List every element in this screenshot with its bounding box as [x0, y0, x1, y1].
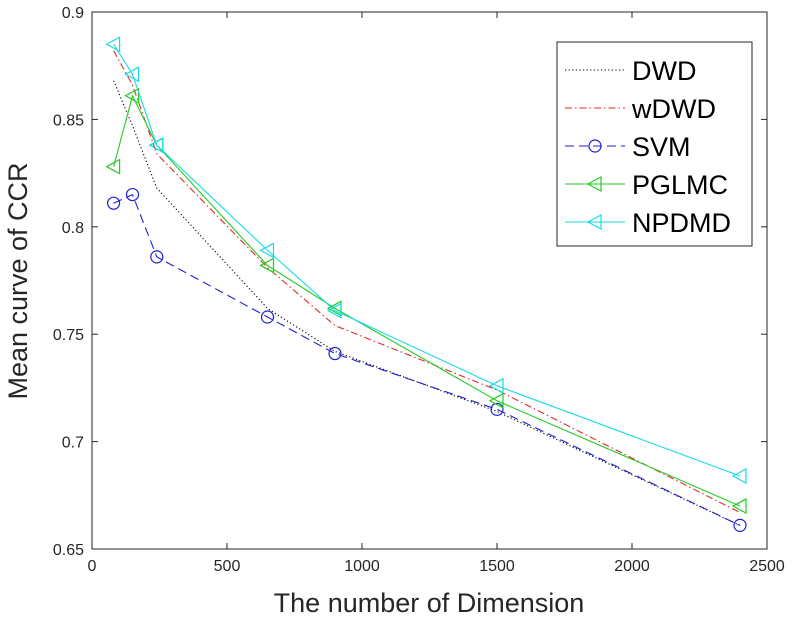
- legend-label-npdmd: NPDMD: [632, 208, 731, 238]
- data-point-npdmd: [326, 302, 342, 319]
- y-tick-label: 0.9: [62, 5, 84, 22]
- data-point-pglmc: [731, 498, 747, 515]
- data-point-svm: [125, 187, 140, 202]
- data-point-svm: [150, 250, 164, 264]
- legend-entry-wdwd: wDWD: [565, 94, 716, 124]
- x-tick-label: 1000: [344, 558, 380, 575]
- series-line-pglmc: [113, 94, 741, 507]
- data-point-svm: [260, 310, 275, 324]
- y-tick-label: 0.85: [53, 112, 84, 129]
- legend-marker-npdmd: [586, 213, 602, 231]
- series-line-wdwd: [113, 50, 741, 513]
- legend: DWD wDWD SVM PGLMC NPDMD: [556, 41, 753, 247]
- legend-entry-svm: SVM: [565, 132, 691, 162]
- x-tick-label: 2500: [749, 558, 785, 575]
- data-point-pglmc: [124, 87, 140, 104]
- data-point-svm: [328, 346, 342, 361]
- y-tick-label: 0.8: [62, 220, 84, 237]
- legend-marker-svm: [588, 139, 602, 153]
- data-point-npdmd: [488, 377, 504, 394]
- series-layer: [105, 36, 747, 532]
- x-tick-label: 500: [214, 558, 241, 575]
- legend-label-wdwd: wDWD: [631, 94, 716, 124]
- ticks-layer: 0 500 1000 1500 2000 2500 0.65 0.7 0.75 0.8 0.85 0.…: [53, 5, 785, 575]
- series-svm: [106, 187, 747, 532]
- data-point-npdmd: [124, 66, 140, 83]
- data-point-npdmd: [731, 467, 747, 484]
- series-line-svm: [113, 193, 741, 526]
- data-point-npdmd: [105, 36, 121, 53]
- y-tick-label: 0.75: [53, 327, 84, 344]
- series-wdwd: [113, 50, 741, 513]
- x-tick-label: 0: [88, 558, 97, 575]
- legend-entries: DWD wDWD SVM PGLMC NPDMD: [565, 56, 731, 238]
- legend-entry-npdmd: NPDMD: [565, 208, 731, 238]
- data-point-svm: [490, 402, 504, 416]
- x-tick-label: 2000: [614, 558, 650, 575]
- data-point-pglmc: [488, 392, 504, 409]
- data-point-npdmd: [148, 137, 164, 154]
- data-point-svm: [106, 196, 121, 210]
- data-point-svm: [733, 518, 747, 532]
- x-tick-label: 1500: [479, 558, 515, 575]
- y-axis-label: Mean curve of CCR: [3, 162, 33, 399]
- legend-label-svm: SVM: [632, 132, 691, 162]
- data-point-npdmd: [259, 242, 275, 259]
- legend-entry-dwd: DWD: [565, 56, 696, 86]
- plot-frame: [91, 11, 768, 550]
- legend-label-pglmc: PGLMC: [632, 170, 728, 200]
- y-tick-label: 0.7: [62, 435, 84, 452]
- series-line-npdmd: [113, 43, 741, 477]
- y-tick-label: 0.65: [53, 542, 84, 559]
- series-npdmd: [105, 36, 747, 484]
- legend-marker-pglmc: [586, 175, 602, 193]
- data-point-pglmc: [105, 158, 121, 175]
- legend-entry-pglmc: PGLMC: [565, 170, 728, 200]
- data-point-pglmc: [259, 257, 275, 274]
- x-axis-label: The number of Dimension: [274, 588, 585, 618]
- legend-label-dwd: DWD: [632, 56, 696, 86]
